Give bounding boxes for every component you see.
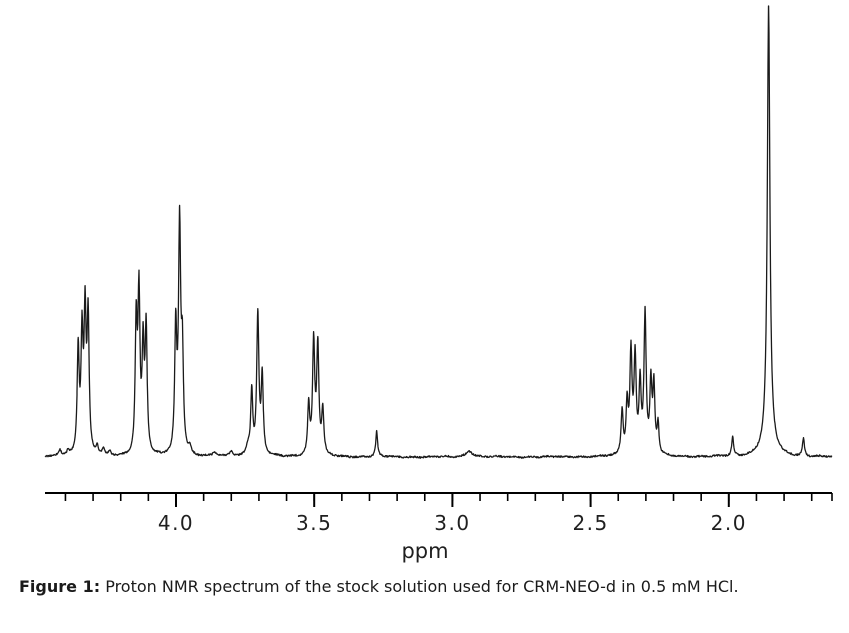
figure-caption-label: Figure 1: bbox=[19, 577, 101, 596]
x-axis-tick-label: 4.0 bbox=[158, 511, 194, 535]
x-axis-tick-label: 3.5 bbox=[296, 511, 332, 535]
x-axis-title: ppm bbox=[401, 539, 449, 563]
figure-caption: Figure 1: Proton NMR spectrum of the sto… bbox=[19, 577, 739, 596]
nmr-trace bbox=[44, 5, 833, 459]
x-axis-tick-label: 3.0 bbox=[434, 511, 470, 535]
x-axis-tick-label: 2.5 bbox=[572, 511, 608, 535]
x-axis-tick-label: 2.0 bbox=[711, 511, 747, 535]
figure-caption-text: Proton NMR spectrum of the stock solutio… bbox=[100, 577, 739, 596]
